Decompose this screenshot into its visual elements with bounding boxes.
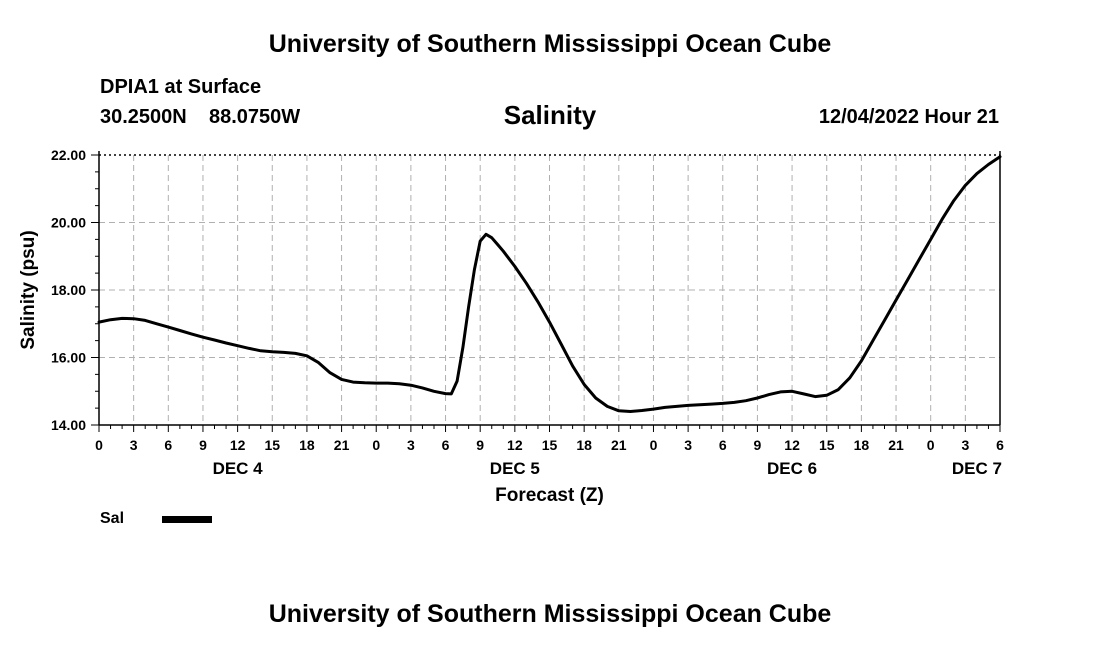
x-tick-label: 21 <box>888 437 904 453</box>
y-tick-label: 14.00 <box>51 417 86 433</box>
x-tick-label: 3 <box>961 437 969 453</box>
station-longitude: 88.0750W <box>209 106 301 128</box>
x-tick-label: 0 <box>650 437 658 453</box>
x-tick-label: 6 <box>164 437 172 453</box>
station-latitude: 30.2500N <box>100 106 187 128</box>
y-axis-title: Salinity (psu) <box>18 230 39 349</box>
x-tick-label: 3 <box>130 437 138 453</box>
x-tick-label: 15 <box>819 437 835 453</box>
x-tick-label: 6 <box>996 437 1004 453</box>
y-tick-label: 18.00 <box>51 282 86 298</box>
banner-title-bottom: University of Southern Mississippi Ocean… <box>268 600 832 628</box>
x-tick-label: 0 <box>927 437 935 453</box>
x-tick-label: 0 <box>95 437 103 453</box>
x-day-label: DEC 5 <box>490 459 540 478</box>
x-tick-label: 6 <box>719 437 727 453</box>
x-tick-label: 18 <box>576 437 592 453</box>
x-tick-label: 12 <box>507 437 523 453</box>
chart-title: Salinity <box>503 100 597 130</box>
y-tick-label: 16.00 <box>51 350 86 366</box>
x-tick-label: 12 <box>230 437 246 453</box>
legend-swatch <box>162 516 212 523</box>
x-axis-title: Forecast (Z) <box>495 485 604 506</box>
station-name: DPIA1 at Surface <box>100 76 262 98</box>
x-tick-label: 6 <box>442 437 450 453</box>
x-tick-label: 9 <box>199 437 207 453</box>
x-tick-label: 15 <box>542 437 558 453</box>
x-tick-label: 0 <box>372 437 380 453</box>
x-tick-label: 21 <box>334 437 350 453</box>
banner-title-top: University of Southern Mississippi Ocean… <box>268 30 832 58</box>
x-tick-label: 18 <box>299 437 315 453</box>
forecast-timestamp: 12/04/2022 Hour 21 <box>818 106 999 128</box>
x-tick-label: 3 <box>407 437 415 453</box>
x-day-label: DEC 7 <box>952 459 1002 478</box>
x-tick-label: 3 <box>684 437 692 453</box>
y-tick-label: 20.00 <box>51 215 86 231</box>
x-tick-label: 21 <box>611 437 627 453</box>
x-tick-label: 18 <box>854 437 870 453</box>
x-day-label: DEC 4 <box>213 459 264 478</box>
x-tick-label: 9 <box>476 437 484 453</box>
x-day-label: DEC 6 <box>767 459 817 478</box>
x-tick-label: 12 <box>784 437 800 453</box>
x-tick-label: 15 <box>264 437 280 453</box>
x-tick-label: 9 <box>754 437 762 453</box>
y-tick-label: 22.00 <box>51 147 86 163</box>
series-line-sal <box>97 155 1002 413</box>
legend-label: Sal <box>100 510 125 527</box>
